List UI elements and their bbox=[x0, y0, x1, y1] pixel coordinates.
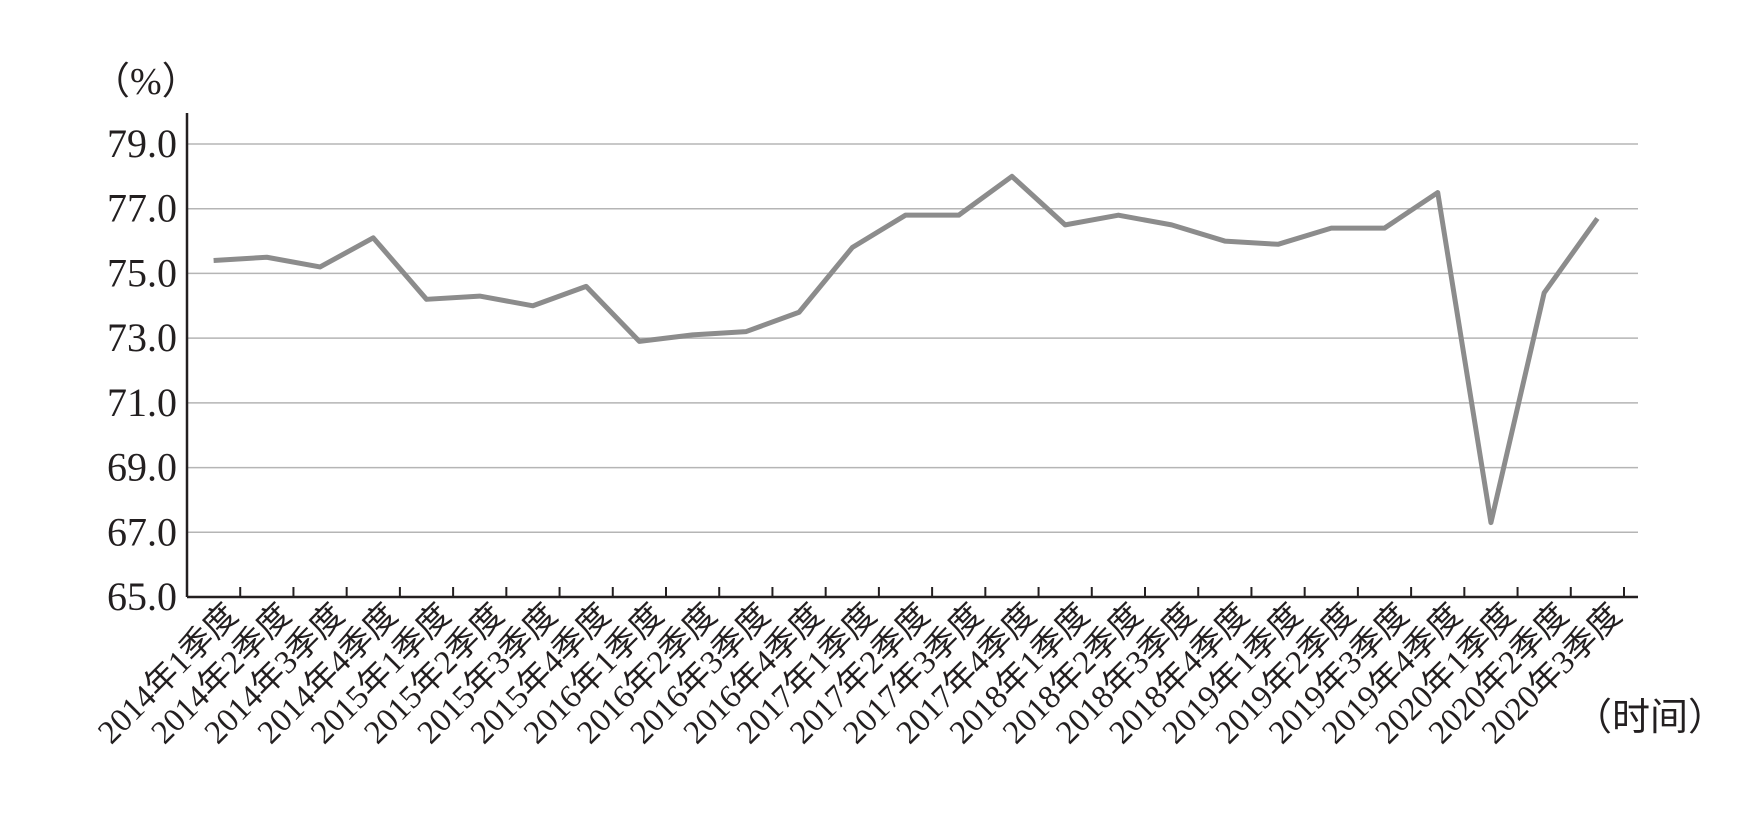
x-axis-label: （时间） bbox=[1574, 697, 1726, 739]
y-tick-label: 71.0 bbox=[107, 380, 177, 425]
y-tick-label: 69.0 bbox=[107, 445, 177, 490]
data-line bbox=[213, 173, 1600, 526]
y-axis-label: （%） bbox=[92, 61, 200, 103]
y-tick-label: 65.0 bbox=[107, 574, 177, 619]
y-tick-label: 79.0 bbox=[107, 121, 177, 166]
y-tick-label: 75.0 bbox=[107, 250, 177, 295]
y-tick-label: 67.0 bbox=[107, 509, 177, 554]
y-tick-label: 73.0 bbox=[107, 315, 177, 360]
y-tick-label: 77.0 bbox=[107, 186, 177, 231]
